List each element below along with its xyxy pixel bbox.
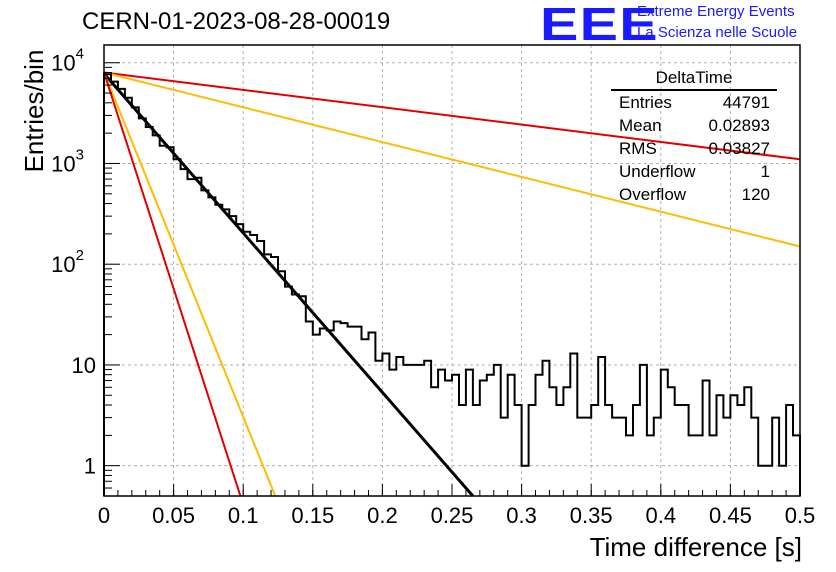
stats-box: DeltaTime Entries 44791 Mean 0.02893 RMS 0.…	[611, 68, 777, 207]
x-tick-label: 0.3	[506, 503, 537, 528]
x-tick-labels: 0 0.05 0.1 0.15 0.2 0.25 0.3 0.35 0.4 0.45 0.5	[98, 503, 815, 528]
x-tick-label: 0.1	[228, 503, 259, 528]
y-tick-label: 1	[84, 454, 96, 479]
stats-value: 120	[741, 185, 770, 204]
y-tick-label: 104	[51, 46, 84, 76]
fit-line	[103, 72, 277, 497]
stats-label: Entries	[619, 93, 672, 112]
fit-line	[103, 71, 801, 248]
stats-label: RMS	[619, 139, 657, 158]
stats-value: 0.03827	[708, 139, 770, 158]
grid-lines	[104, 45, 800, 496]
y-tick-exponent: 3	[76, 146, 84, 163]
x-tick-label: 0.5	[785, 503, 816, 528]
stats-value: 1	[760, 162, 770, 181]
fit-line	[103, 72, 242, 497]
stats-row: Mean 0.02893	[611, 115, 777, 138]
eee-logo: EEE	[540, 0, 659, 50]
stats-row: Underflow 1	[611, 161, 777, 184]
x-tick-label: 0.35	[570, 503, 613, 528]
stats-label: Mean	[619, 116, 662, 135]
histogram-series	[103, 73, 801, 496]
stats-value: 0.02893	[708, 116, 770, 135]
x-tick-label: 0.2	[367, 503, 398, 528]
y-tick-exponent: 2	[76, 247, 84, 264]
y-tick-labels: 1 10 102 103 104	[51, 46, 96, 479]
y-tick-label: 103	[51, 146, 84, 176]
fit-line	[103, 71, 801, 161]
stats-value: 44791	[722, 93, 770, 112]
x-tick-label: 0.25	[431, 503, 474, 528]
logo-subtitle-2: La Scienza nelle Scuole	[637, 24, 798, 41]
y-tick-exponent: 4	[76, 46, 84, 63]
stats-label: Overflow	[619, 185, 687, 204]
chart-title: CERN-01-2023-08-28-00019	[82, 8, 391, 35]
x-tick-label: 0.15	[291, 503, 334, 528]
stats-row: Overflow 120	[611, 184, 777, 207]
stats-row: RMS 0.03827	[611, 138, 777, 161]
stats-title: DeltaTime	[611, 68, 777, 91]
fit-lines	[102, 71, 801, 497]
x-tick-label: 0	[98, 503, 110, 528]
logo-subtitle-1: Extreme Energy Events	[637, 3, 795, 20]
x-tick-label: 0.4	[646, 503, 677, 528]
x-axis-label: Time difference [s]	[589, 532, 802, 562]
axis-ticks	[103, 62, 801, 497]
stats-label: Underflow	[619, 162, 696, 181]
fit-line	[102, 72, 475, 497]
y-tick-label: 102	[51, 247, 84, 277]
x-tick-label: 0.05	[152, 503, 195, 528]
stats-row: Entries 44791	[611, 92, 777, 115]
y-axis-label: Entries/bin	[19, 49, 49, 173]
y-tick-label: 10	[72, 353, 96, 378]
x-tick-label: 0.45	[709, 503, 752, 528]
